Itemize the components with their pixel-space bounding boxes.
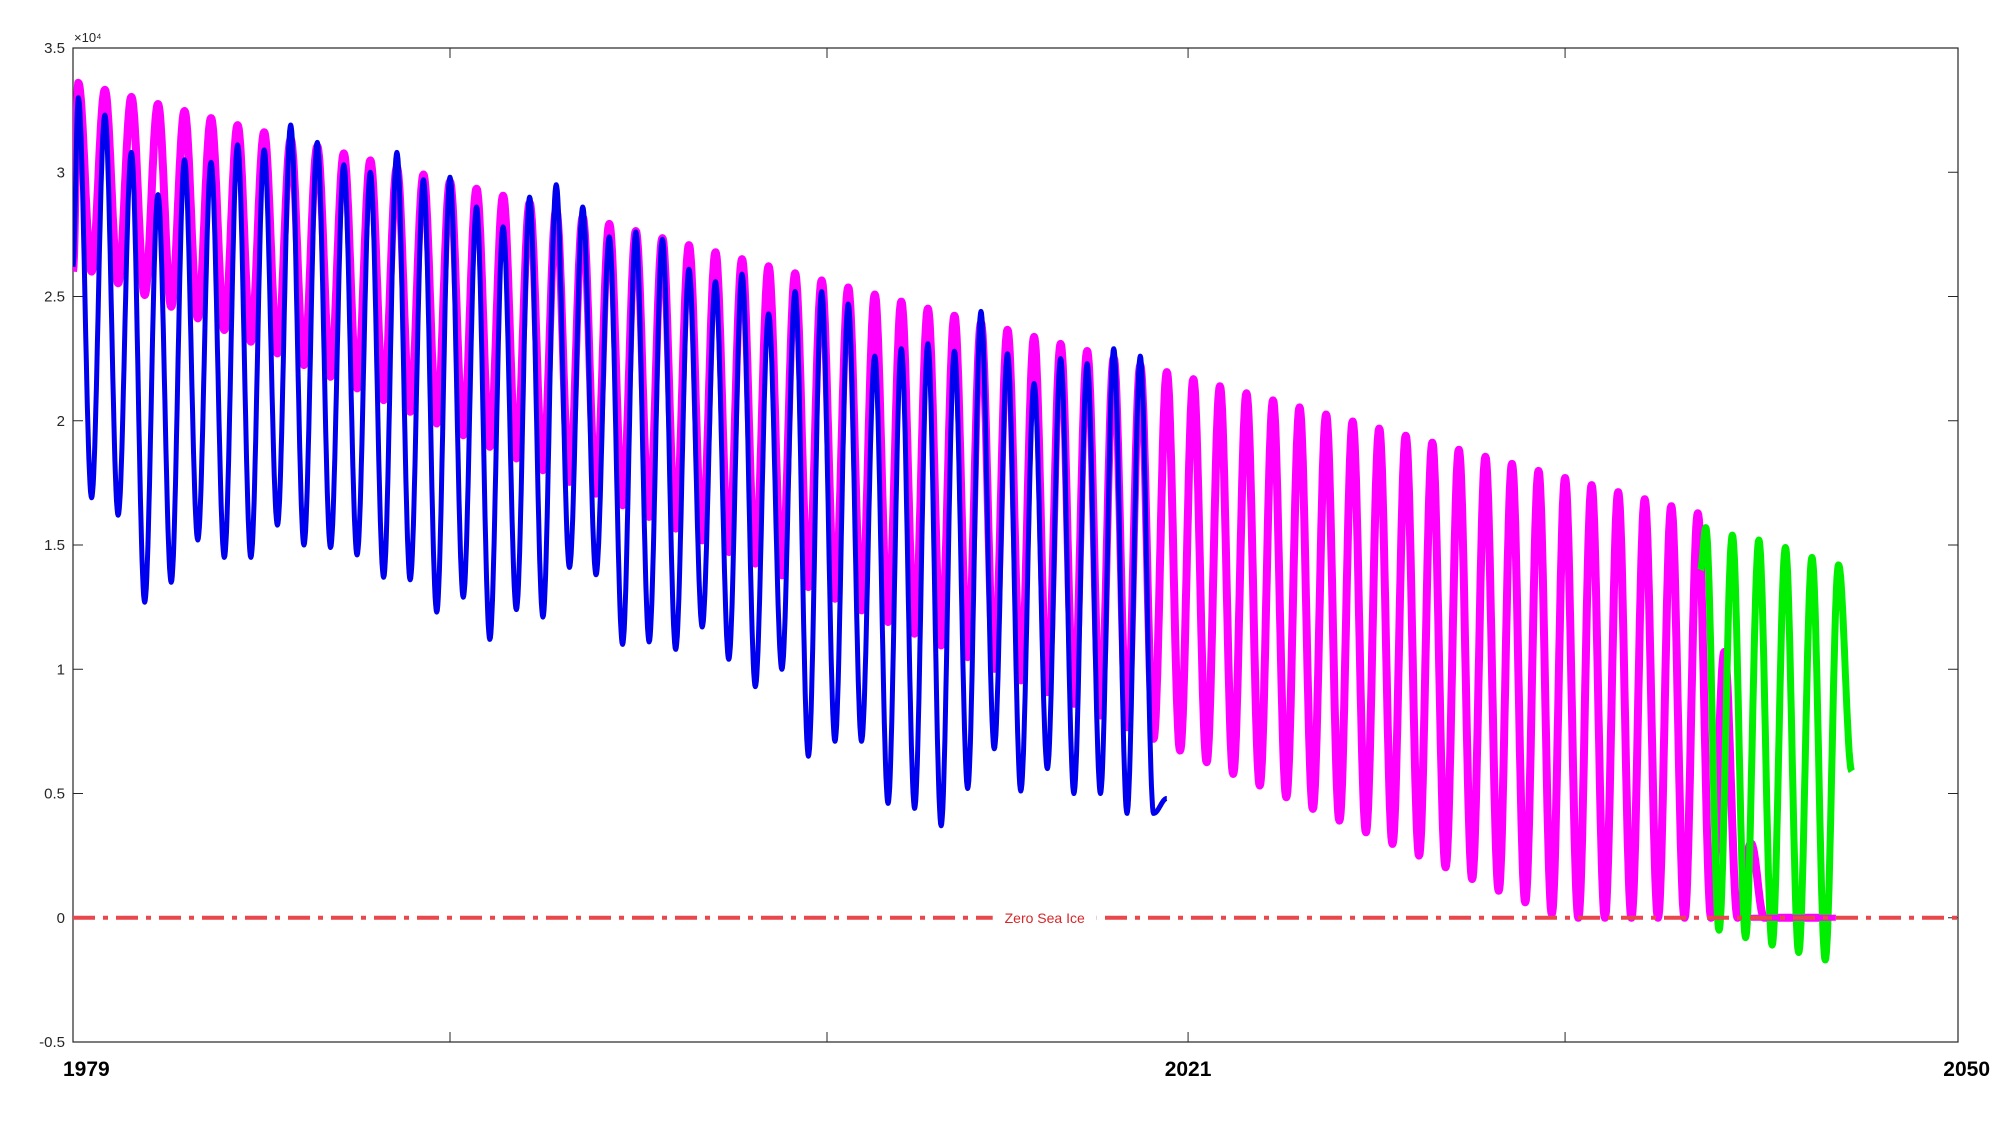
labels-layer: -0.5 0 0.5 1 1.5 2 2.5 3 3.5 1979 2021 2050 <box>39 40 1990 1081</box>
series-layer <box>73 78 1855 964</box>
axes <box>72 47 1959 1043</box>
zero-sea-ice-label: Zero Sea Ice <box>1005 910 1085 926</box>
y-tick-label: 2.5 <box>44 289 65 306</box>
y-tick-label: 2 <box>57 413 65 430</box>
y-exponent-label: ×10⁴ <box>74 30 102 45</box>
x-tick-label: 2021 <box>1165 1058 1212 1081</box>
y-tick-label: -0.5 <box>39 1034 65 1051</box>
reference-layer: Zero Sea Ice <box>73 907 1958 928</box>
y-tick-label: 1 <box>57 661 65 678</box>
y-tick-label: 3.5 <box>44 40 65 57</box>
y-tick-label: 3 <box>57 164 65 181</box>
zero-label-background <box>992 907 1097 928</box>
y-tick-label: 0.5 <box>44 786 65 803</box>
y-tick-label: 1.5 <box>44 537 65 554</box>
series-green-line <box>1697 524 1855 964</box>
y-tick-label: 0 <box>57 910 65 927</box>
x-tick-label: 2050 <box>1943 1058 1990 1081</box>
x-tick-label: 1979 <box>63 1058 110 1081</box>
series-blue-line <box>73 95 1169 829</box>
